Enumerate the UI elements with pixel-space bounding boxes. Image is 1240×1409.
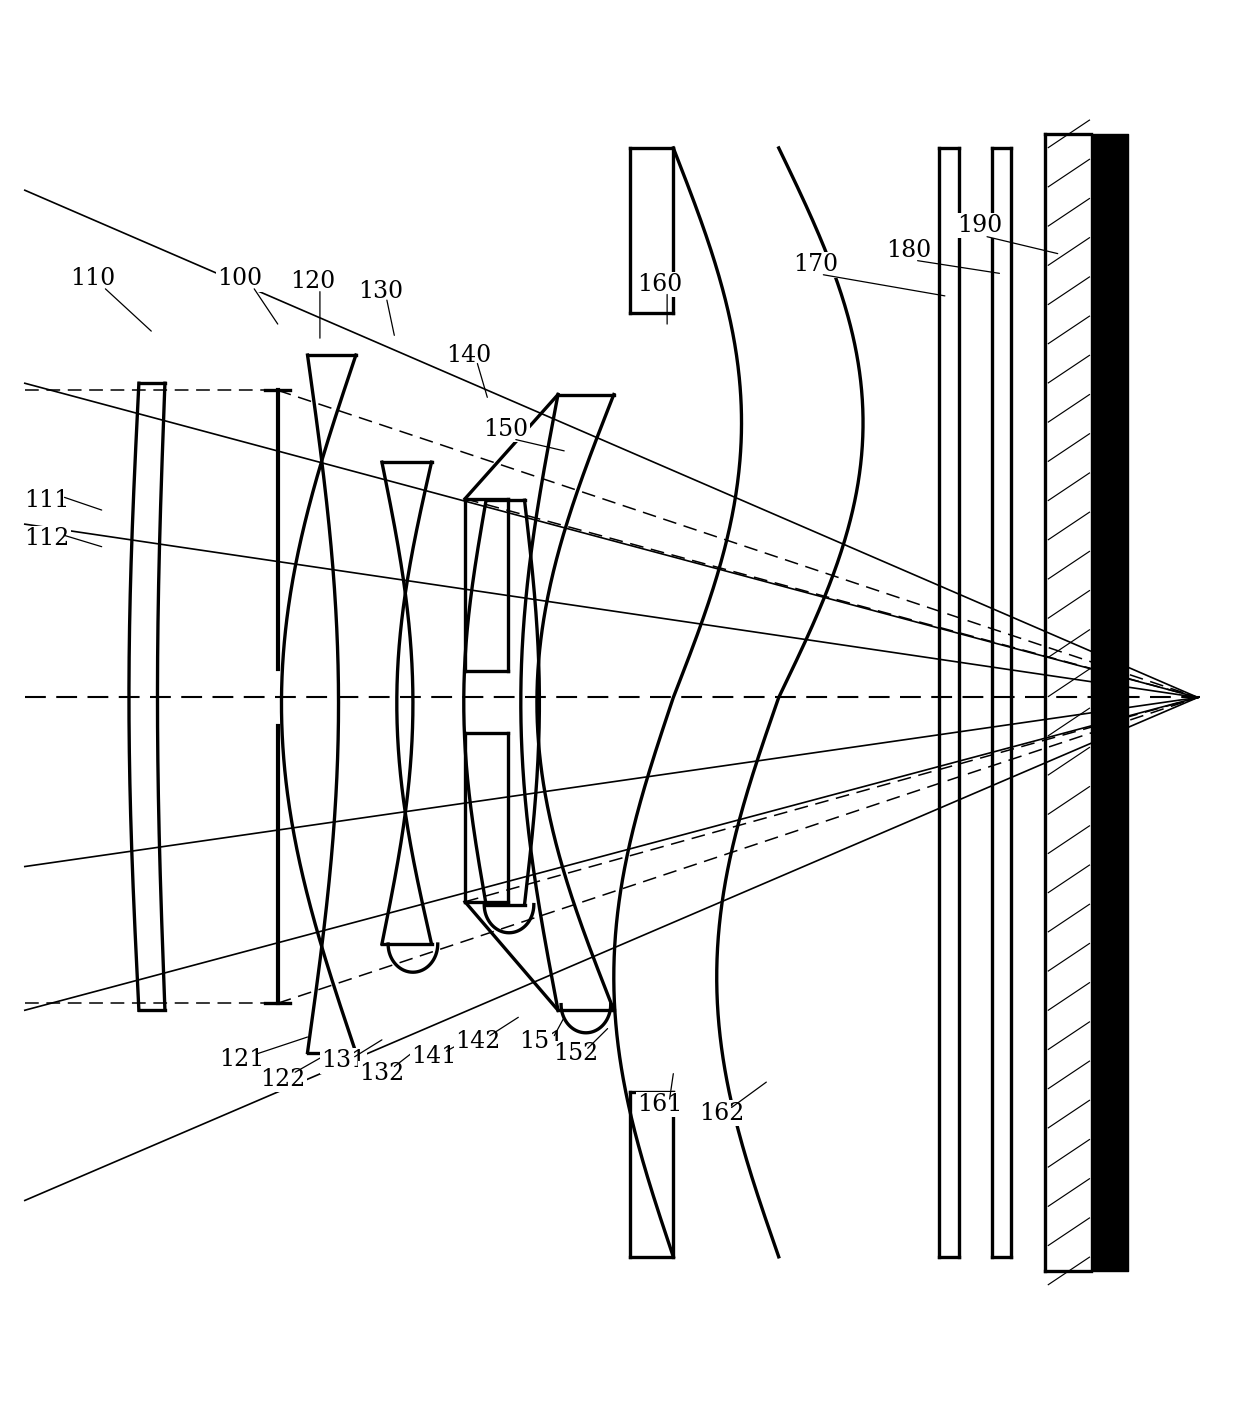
Text: 131: 131 [321, 1050, 366, 1072]
Text: 140: 140 [446, 344, 491, 366]
Text: 112: 112 [25, 527, 69, 550]
Text: 151: 151 [520, 1030, 564, 1053]
Text: 111: 111 [25, 489, 69, 511]
Text: 141: 141 [412, 1045, 456, 1068]
Text: 120: 120 [290, 271, 335, 293]
Text: 170: 170 [794, 254, 838, 276]
Text: 122: 122 [260, 1068, 305, 1091]
Text: 160: 160 [637, 273, 682, 296]
Text: 132: 132 [360, 1062, 404, 1085]
Text: 110: 110 [71, 268, 115, 290]
Text: 121: 121 [219, 1048, 264, 1071]
Text: 150: 150 [484, 418, 528, 441]
Text: 130: 130 [358, 280, 403, 303]
Text: 180: 180 [887, 240, 931, 262]
Text: 100: 100 [217, 268, 262, 290]
Text: 161: 161 [637, 1093, 682, 1116]
Text: 190: 190 [957, 214, 1002, 237]
Text: 162: 162 [699, 1102, 744, 1124]
Text: 142: 142 [455, 1030, 500, 1053]
Text: 152: 152 [553, 1043, 598, 1065]
